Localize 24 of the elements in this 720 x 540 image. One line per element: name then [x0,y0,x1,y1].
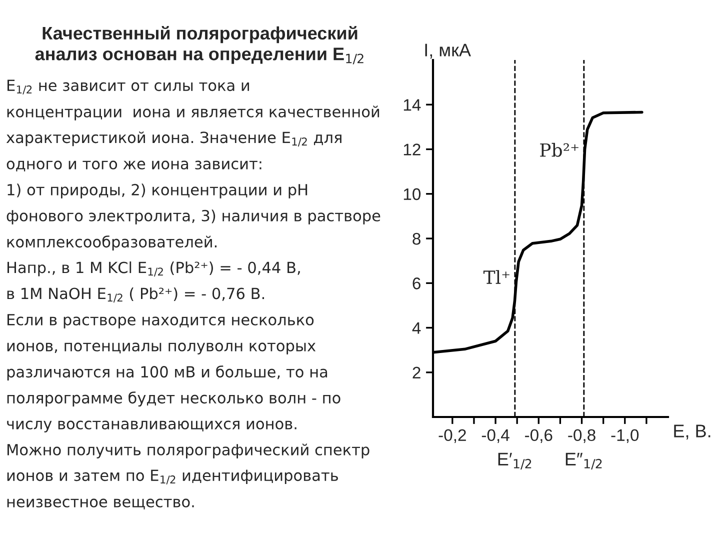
x-tick-label: -0,4 [482,429,510,444]
y-tick-label: 12 [404,144,420,156]
y-tick-label: 6 [412,278,420,290]
text: Качественный полярографический анализ основан на определении E$_{1/2}$ [35,26,364,64]
y-tick-label: 4 [412,322,421,334]
y-tick-label: 14 [404,99,421,111]
y-tick-label: 8 [412,232,420,245]
annotation: Pb²⁺ [540,142,578,157]
x-tick-label: -0,2 [438,429,466,444]
ref-line-label: E″$_{1/2}$ [566,452,602,470]
x-tick-label: -0,6 [525,429,552,444]
y-tick-label: 2 [412,366,420,378]
text: Напр., в 1 М KCl E$_{1/2}$ (Pb²⁺) = - 0,44 В, в 1M NaOH E$_{1/2}$ ( Pb²⁺) = - 0,76 В. [7,261,300,303]
text: E$_{1/2}$ не зависит от силы тока и концентрации иона и является качественной характеристикой иона. Значение E$_{1/2}$ для одного и того же иона зависит: [6,80,380,172]
text: Можно получить полярографический спектр ионов и затем по E$_{1/2}$ идентифицировать неизвестное вещество. [7,444,370,510]
text: 1) от природы, 2) концентрации и pH фонового электролита, 3) наличия в растворе комплексообразователей. [6,184,380,251]
y-tick-label: 10 [404,188,421,200]
text: Если в растворе находится несколько ионов, потенциалы полуволн которых различаются на 100 мВ и больше, то на полярограмме будет несколько волн - по числу восстанавливающихся ионов. [7,314,340,432]
x-tick-label: -0,8 [568,429,596,444]
ref-line-label: E′$_{1/2}$ [498,452,532,470]
y-axis-title: I, мкА [425,44,471,59]
annotation: Tl⁺ [483,270,510,284]
x-tick-label: -1,0 [611,429,639,444]
x-axis-title: E, В. [674,424,710,440]
